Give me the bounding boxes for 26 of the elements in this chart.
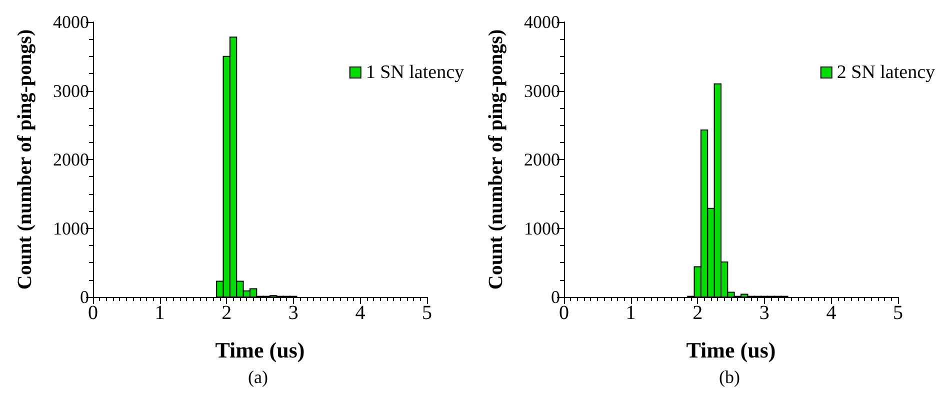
x-tick-label: 3 xyxy=(288,302,298,324)
x-tick-label: 5 xyxy=(422,302,432,324)
x-tick-label: 3 xyxy=(759,302,770,324)
y-tick-label: 2000 xyxy=(53,150,89,170)
y-tick-label: 1000 xyxy=(53,218,89,238)
legend-label: 1 SN latency xyxy=(366,62,464,83)
x-tick-label: 1 xyxy=(154,302,165,324)
y-tick-label: 1000 xyxy=(524,218,560,238)
x-tick-label: 2 xyxy=(692,302,703,324)
y-tick-label: 3000 xyxy=(53,80,89,101)
x-tick-label: 4 xyxy=(826,302,836,324)
x-tick-label: 4 xyxy=(355,302,366,324)
legend-label: 2 SN latency xyxy=(836,62,936,83)
text: (a) xyxy=(248,367,268,387)
x-axis-title: Time (us) xyxy=(686,338,776,362)
y-axis-title: Count (number of ping-pongs) xyxy=(14,29,36,290)
y-tick-label: 3000 xyxy=(524,80,560,101)
y-tick-label: 4000 xyxy=(53,12,89,32)
x-tick-label: 1 xyxy=(626,302,636,324)
y-axis-title: Count (number of ping-pongs) xyxy=(485,29,507,290)
text: (b) xyxy=(719,367,740,387)
x-tick-label: 2 xyxy=(222,302,232,324)
x-tick-label: 5 xyxy=(893,302,903,324)
y-tick-label: 2000 xyxy=(524,150,560,170)
y-tick-label: 4000 xyxy=(524,12,560,32)
x-axis-title: Time (us) xyxy=(215,338,305,362)
